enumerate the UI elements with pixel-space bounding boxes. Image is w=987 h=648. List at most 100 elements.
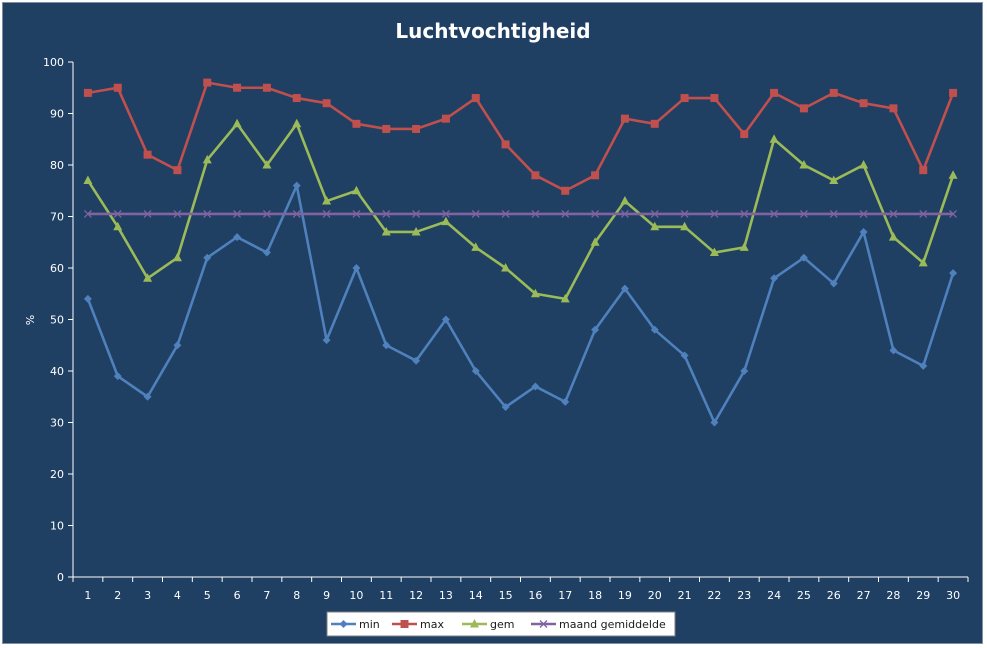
data-point-max [203, 78, 212, 87]
legend-marker-maand-gemiddelde [539, 620, 548, 628]
series-min [83, 181, 958, 427]
data-point-min [531, 382, 540, 391]
x-tick-label: 14 [469, 589, 483, 602]
data-point-gem [948, 170, 958, 179]
x-tick-label: 30 [946, 589, 960, 602]
x-tick-label: 5 [204, 589, 211, 602]
data-point-max [740, 130, 749, 139]
data-point-max [113, 83, 122, 92]
y-axis-label: % [24, 315, 37, 325]
data-point-min [620, 284, 629, 293]
data-point-max [382, 124, 391, 133]
x-tick-label: 24 [767, 589, 781, 602]
data-point-gem [262, 160, 272, 169]
data-point-max [412, 124, 421, 133]
data-point-min [322, 336, 331, 345]
x-tick-label: 10 [349, 589, 363, 602]
data-point-gem [739, 242, 749, 251]
data-point-gem [680, 221, 690, 231]
y-tick-label: 30 [50, 417, 64, 430]
data-point-max [441, 114, 450, 123]
data-point-gem [620, 196, 630, 205]
x-tick-label: 16 [528, 589, 542, 602]
data-point-gem [441, 216, 451, 226]
data-point-maand-gemiddelde [322, 209, 331, 218]
data-point-min [441, 315, 450, 324]
data-point-max [262, 83, 271, 92]
data-point-max [620, 114, 629, 123]
y-tick-label: 80 [50, 159, 64, 172]
data-point-min [233, 233, 242, 242]
legend-marker-min [339, 620, 348, 628]
data-point-gem [381, 226, 391, 236]
x-tick-label: 19 [618, 589, 632, 602]
x-tick-label: 1 [84, 589, 91, 602]
data-point-min [949, 269, 958, 278]
data-point-min [919, 361, 928, 370]
data-point-maand-gemiddelde [591, 209, 600, 218]
legend: min max gem maand gemiddelde [326, 611, 676, 637]
data-point-min [173, 341, 182, 350]
x-tick-label: 17 [558, 589, 572, 602]
data-point-max [591, 171, 600, 180]
x-tick-label: 8 [293, 589, 300, 602]
series-line-min [86, 184, 955, 424]
data-point-gem [501, 263, 511, 272]
data-point-maand-gemiddelde [799, 209, 808, 218]
data-point-gem [292, 118, 302, 128]
data-point-max [949, 88, 958, 97]
data-point-max [501, 140, 510, 149]
data-point-max [322, 99, 331, 108]
legend-label-max: max [420, 618, 444, 631]
data-point-gem [769, 134, 779, 143]
data-point-gem [829, 175, 839, 184]
y-tick-label: 40 [50, 365, 64, 378]
x-tick-label: 25 [797, 589, 811, 602]
data-point-maand-gemiddelde [441, 209, 450, 218]
chart-title: Luchtvochtigheid [395, 19, 590, 43]
data-point-min [740, 367, 749, 375]
data-point-maand-gemiddelde [501, 209, 510, 218]
y-tick-label: 10 [50, 520, 64, 533]
data-point-maand-gemiddelde [471, 209, 480, 218]
y-tick-label: 20 [50, 468, 64, 481]
legend-label-min: min [359, 618, 380, 631]
data-point-min [143, 392, 152, 401]
data-point-min [83, 294, 92, 303]
data-point-maand-gemiddelde [710, 209, 719, 218]
data-point-gem [859, 160, 869, 169]
data-point-min [859, 227, 868, 236]
x-tick-label: 2 [114, 589, 121, 602]
data-point-max [352, 119, 361, 128]
data-point-maand-gemiddelde [919, 209, 928, 218]
data-point-maand-gemiddelde [561, 209, 570, 218]
data-point-min [203, 253, 212, 262]
data-point-min [292, 181, 301, 190]
data-point-max [770, 88, 779, 97]
legend-label-maand-gemiddelde: maand gemiddelde [559, 618, 666, 631]
series-maand-gemiddelde [83, 209, 958, 218]
data-point-gem [83, 175, 93, 184]
data-point-min [770, 274, 779, 283]
data-point-max [83, 88, 92, 97]
data-point-maand-gemiddelde [531, 209, 540, 218]
data-point-gem [322, 196, 332, 205]
series-layer [83, 78, 958, 427]
y-tick-label: 90 [50, 108, 64, 121]
data-point-gem [799, 160, 809, 169]
x-tick-label: 28 [886, 589, 900, 602]
data-point-min [561, 397, 570, 406]
data-point-gem [172, 252, 182, 262]
legend-box [326, 611, 676, 637]
data-point-maand-gemiddelde [829, 209, 838, 218]
data-point-gem [888, 232, 898, 241]
data-point-min [471, 367, 480, 375]
series-line-gem [86, 122, 955, 301]
legend-marker-max [400, 620, 409, 628]
data-point-max [143, 150, 152, 159]
data-point-max [233, 83, 242, 92]
data-point-maand-gemiddelde [203, 209, 212, 218]
x-tick-label: 12 [409, 589, 423, 602]
data-point-maand-gemiddelde [143, 209, 152, 218]
